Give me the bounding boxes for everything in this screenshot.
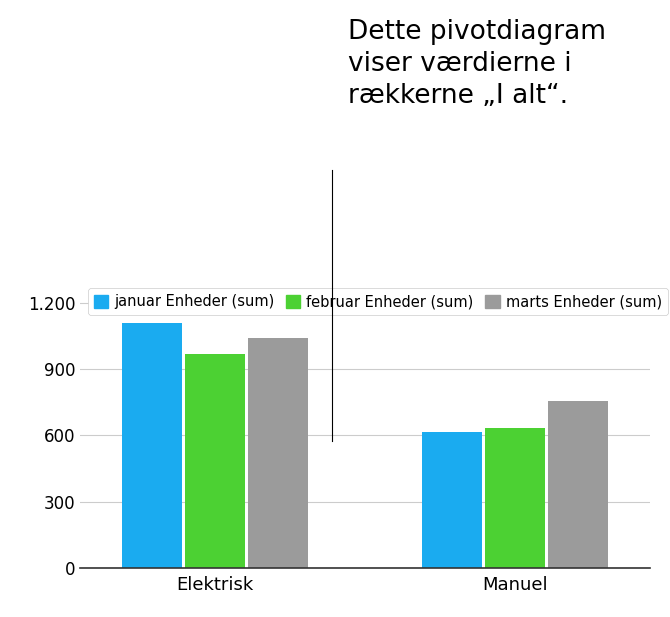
Bar: [548, 401, 608, 568]
Bar: [186, 354, 245, 568]
Bar: [123, 323, 182, 568]
Bar: [422, 432, 482, 568]
Legend: januar Enheder (sum), februar Enheder (sum), marts Enheder (sum): januar Enheder (sum), februar Enheder (s…: [88, 288, 667, 315]
Text: Dette pivotdiagram
viser værdierne i
rækkerne „I alt“.: Dette pivotdiagram viser værdierne i ræk…: [348, 19, 606, 109]
Bar: [249, 338, 308, 568]
Bar: [485, 428, 545, 568]
